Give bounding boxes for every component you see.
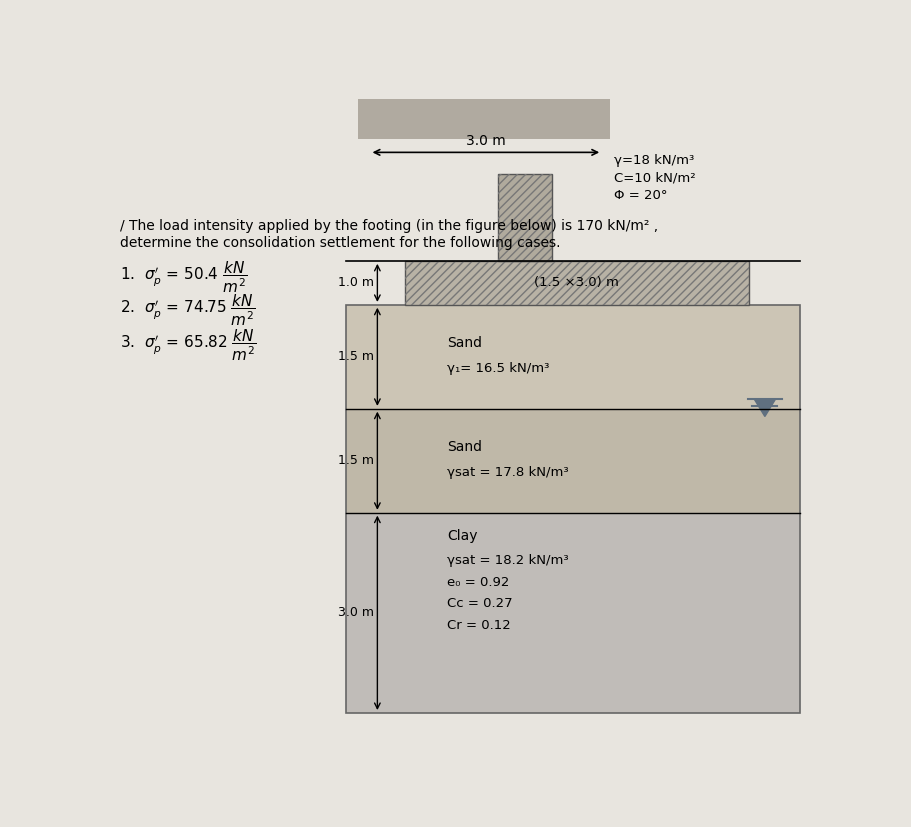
Bar	[358, 99, 609, 139]
Text: 1.5 m: 1.5 m	[337, 454, 374, 467]
Bar	[497, 174, 552, 261]
Text: 3.0 m: 3.0 m	[466, 134, 506, 148]
Text: / The load intensity applied by the footing (in the figure below) is 170 kN/m² ,: / The load intensity applied by the foot…	[120, 219, 659, 233]
Bar	[346, 409, 800, 513]
Text: γsat = 18.2 kN/m³: γsat = 18.2 kN/m³	[447, 554, 568, 567]
Text: (1.5 ×3.0) m: (1.5 ×3.0) m	[535, 276, 619, 289]
Text: γ=18 kN/m³: γ=18 kN/m³	[614, 154, 694, 166]
Text: Clay: Clay	[447, 528, 477, 543]
Bar	[346, 305, 800, 409]
Text: Φ = 20°: Φ = 20°	[614, 189, 667, 202]
Text: C=10 kN/m²: C=10 kN/m²	[614, 171, 695, 184]
Text: Cc = 0.27: Cc = 0.27	[447, 597, 513, 610]
Text: 3.  $\sigma_p^\prime$ = 65.82 $\dfrac{kN}{m^2}$: 3. $\sigma_p^\prime$ = 65.82 $\dfrac{kN}…	[120, 327, 257, 363]
Text: Sand: Sand	[447, 336, 482, 350]
Polygon shape	[754, 399, 776, 417]
Bar	[497, 174, 552, 261]
Text: 2.  $\sigma_p^\prime$ = 74.75 $\dfrac{kN}{m^2}$: 2. $\sigma_p^\prime$ = 74.75 $\dfrac{kN}…	[120, 293, 256, 328]
Text: 1.  $\sigma_p^\prime$ = 50.4 $\dfrac{kN}{m^2}$: 1. $\sigma_p^\prime$ = 50.4 $\dfrac{kN}{…	[120, 260, 247, 295]
Text: Sand: Sand	[447, 440, 482, 454]
Bar	[346, 305, 800, 713]
Bar	[346, 513, 800, 713]
Text: γ₁= 16.5 kN/m³: γ₁= 16.5 kN/m³	[447, 362, 549, 375]
Text: 1.0 m: 1.0 m	[337, 276, 374, 289]
Text: 1.5 m: 1.5 m	[337, 351, 374, 363]
Bar	[404, 261, 750, 305]
Text: 3.0 m: 3.0 m	[337, 606, 374, 619]
Bar	[404, 261, 750, 305]
Text: γsat = 17.8 kN/m³: γsat = 17.8 kN/m³	[447, 466, 568, 479]
Text: determine the consolidation settlement for the following cases.: determine the consolidation settlement f…	[120, 237, 560, 251]
Text: e₀ = 0.92: e₀ = 0.92	[447, 576, 509, 589]
Text: Cr = 0.12: Cr = 0.12	[447, 619, 511, 632]
